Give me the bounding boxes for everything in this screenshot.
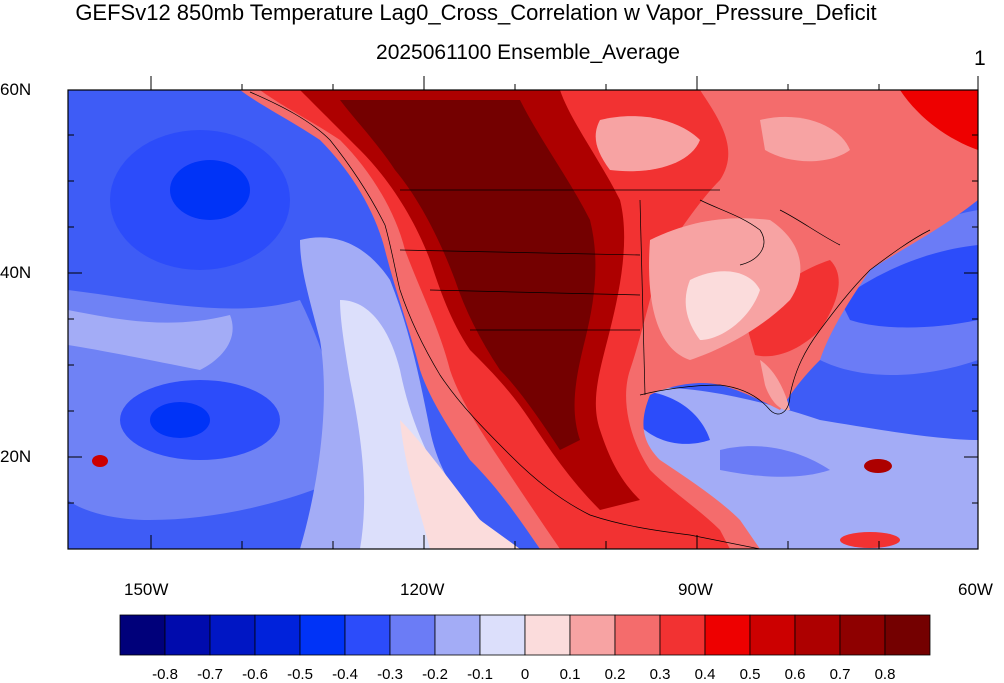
field-layer [68,90,978,549]
colorbar-swatch [524,614,571,656]
colorbar-label: -0.8 [152,666,178,683]
colorbar-swatch [119,614,166,656]
colorbar-swatch [749,614,796,656]
colorbar-swatch [884,614,931,656]
colorbar-swatch [839,614,886,656]
colorbar-swatch [344,614,391,656]
colorbar-swatch [389,614,436,656]
colorbar-label: 0.3 [649,666,671,683]
map-title: GEFSv12 850mb Temperature Lag0_Cross_Cor… [75,0,877,25]
colorbar-swatch [479,614,526,656]
colorbar-swatch [434,614,481,656]
colorbar-label: 0.1 [559,666,581,683]
ytick-label: 20N [0,447,32,466]
colorbar-swatch [254,614,301,656]
colorbar-label: 0.2 [604,666,626,683]
colorbar-label: 0.6 [784,666,806,683]
colorbar-swatch [704,614,751,656]
colorbar-label: -0.4 [332,666,358,683]
xtick-label: 120W [400,580,445,599]
ytick-label: 60N [0,80,32,99]
xtick-label: 90W [678,580,713,599]
colorbar-swatch [569,614,616,656]
colorbar-label: 0.7 [829,666,851,683]
colorbar-label: 0.5 [739,666,761,683]
colorbar-label: -0.2 [422,666,448,683]
colorbar-label: 0.4 [694,666,716,683]
colorbar-label: 0.8 [874,666,896,683]
axis-ticks [68,76,979,549]
colorbar-swatch [209,614,256,656]
colorbar-swatch [794,614,841,656]
colorbar-label: -0.3 [377,666,403,683]
colorbar-label: 0 [520,666,530,683]
xtick-label: 150W [124,580,169,599]
xtick-label: 60W [958,580,993,599]
colorbar-label: -0.6 [242,666,268,683]
ytick-label: 40N [0,263,32,282]
colorbar-label: -0.7 [197,666,223,683]
colorbar-swatch [164,614,211,656]
colorbar-label: -0.1 [467,666,493,683]
map-subtitle: 2025061100 Ensemble_Average [376,41,680,64]
colorbar-label: -0.5 [287,666,313,683]
coastlines [249,91,931,549]
colorbar-swatch [659,614,706,656]
colorbar-swatch [614,614,661,656]
corner-label: 1 [974,47,986,70]
colorbar-swatch [299,614,346,656]
